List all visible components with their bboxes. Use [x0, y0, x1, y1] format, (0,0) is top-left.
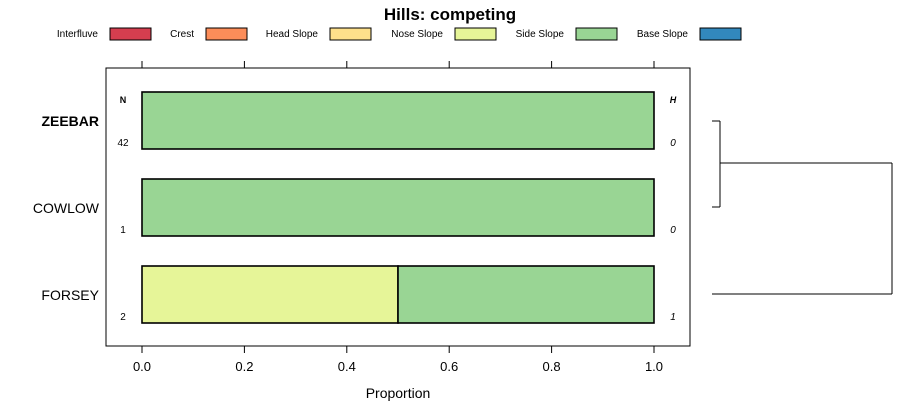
legend-swatch — [109, 27, 152, 41]
h-header: H — [670, 95, 677, 105]
legend-label: Interfluve — [57, 29, 99, 40]
x-tick-label: 0.8 — [543, 359, 561, 374]
n-value: 42 — [117, 138, 129, 149]
legend: Interfluve Crest Head Slope Nose Slope Side … — [57, 27, 742, 41]
h-value: 1 — [670, 312, 676, 323]
legend-label: Head Slope — [266, 29, 319, 40]
h-value: 0 — [670, 138, 676, 149]
plot-frame — [105, 67, 691, 347]
x-tick-label: 0.2 — [235, 359, 253, 374]
legend-label: Side Slope — [516, 29, 565, 40]
x-tick-label: 0.6 — [440, 359, 458, 374]
chart-title: Hills: competing — [384, 5, 516, 24]
bar-segment — [397, 265, 655, 324]
category-label: FORSEY — [41, 287, 99, 303]
legend-swatch — [699, 27, 742, 41]
bar-segment — [141, 91, 655, 150]
legend-swatch — [329, 27, 372, 41]
n-value: 2 — [120, 312, 126, 323]
bar-segment — [141, 265, 399, 324]
x-axis: 0.0 0.2 0.4 0.6 0.8 1.0 — [133, 61, 663, 374]
category-label: ZEEBAR — [41, 113, 99, 129]
legend-label: Nose Slope — [391, 29, 443, 40]
x-tick-label: 1.0 — [645, 359, 663, 374]
h-value: 0 — [670, 225, 676, 236]
legend-label: Crest — [170, 29, 194, 40]
legend-swatch — [575, 27, 618, 41]
category-label: COWLOW — [33, 200, 100, 216]
legend-swatch — [454, 27, 497, 41]
legend-label: Base Slope — [637, 29, 689, 40]
n-value: 1 — [120, 225, 126, 236]
dendrogram — [712, 120, 893, 295]
n-header: N — [120, 95, 127, 105]
x-tick-label: 0.4 — [338, 359, 356, 374]
x-tick-label: 0.0 — [133, 359, 151, 374]
x-axis-label: Proportion — [366, 385, 431, 401]
bar-segment — [141, 178, 655, 237]
legend-swatch — [205, 27, 248, 41]
bars: N H ZEEBAR 42 0 COWLOW 1 0 FORSEY 2 1 — [33, 91, 677, 324]
